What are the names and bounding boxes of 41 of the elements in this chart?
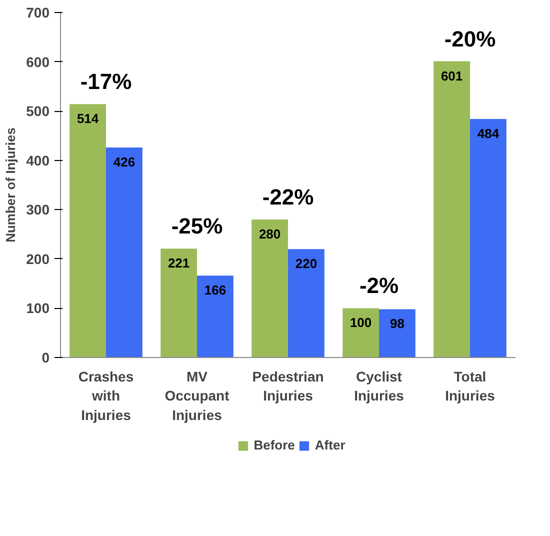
legend-label: After [314, 438, 346, 452]
annotation: -17% [80, 69, 132, 94]
bar [379, 309, 416, 358]
x-tick-label: Cyclist Injuries [354, 368, 404, 404]
data-label: 601 [440, 68, 463, 84]
bar [252, 220, 288, 358]
data-label: 484 [477, 126, 500, 141]
annotation: -22% [262, 184, 314, 210]
data-label: 514 [76, 111, 100, 126]
bar [160, 248, 197, 358]
x-tick-label: Total Injuries [445, 368, 496, 404]
bar [470, 118, 506, 358]
y-tick-label: 400 [26, 152, 50, 168]
data-label: 220 [295, 256, 318, 272]
annotation: -20% [444, 26, 496, 52]
y-tick-label: 500 [26, 103, 50, 120]
y-tick-label: 300 [26, 202, 50, 218]
data-label: 100 [350, 315, 372, 330]
y-tick-label: 700 [26, 4, 50, 20]
data-label: 426 [113, 154, 136, 170]
data-label: 221 [168, 256, 190, 271]
x-tick-label: Crashes with Injuries [78, 368, 134, 423]
y-tick-label: 200 [26, 250, 50, 267]
data-label: 280 [258, 226, 281, 242]
x-tick-label: Pedestrian Injuries [252, 368, 324, 404]
y-tick-label: 100 [26, 300, 50, 316]
y-tick-label: 0 [42, 350, 50, 366]
bar [70, 104, 106, 358]
data-label: 98 [390, 316, 404, 332]
data-label: 166 [204, 282, 226, 298]
bar [197, 276, 234, 358]
annotation: -25% [171, 214, 223, 239]
bar [342, 308, 379, 358]
x-tick-label: MV Occupant Injuries [164, 368, 230, 423]
bar [434, 61, 470, 358]
y-axis-title: Number of Injuries [3, 128, 18, 242]
bar [106, 148, 142, 358]
annotation: -2% [359, 273, 399, 298]
y-tick-label: 600 [26, 54, 50, 70]
legend-label: Before [254, 438, 295, 452]
bar [288, 249, 324, 358]
